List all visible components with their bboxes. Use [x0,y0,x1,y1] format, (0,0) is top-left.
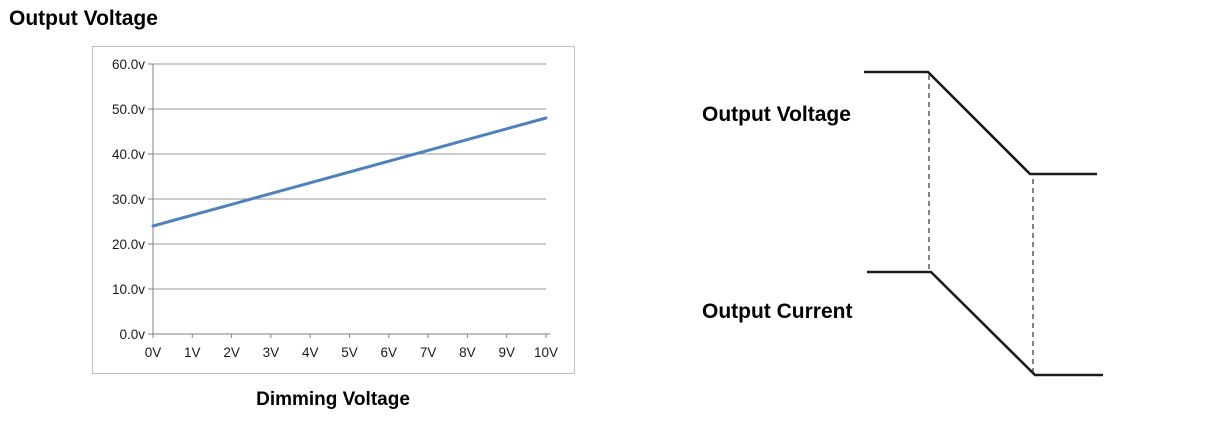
x-tick-label: 2V [223,345,240,360]
dimming-line-chart: 0.0v 10.0v 20.0v 30.0v 40.0v 50.0v 60.0v 0V 1V 2V… [92,46,575,374]
x-tick-label: 8V [459,345,476,360]
x-tick-label: 7V [420,345,437,360]
timing-diagram [690,40,1208,390]
y-tick-label: 20.0v [112,237,145,252]
y-tick-label: 0.0v [119,327,145,342]
dimming-line-chart-canvas: 0.0v 10.0v 20.0v 30.0v 40.0v 50.0v 60.0v 0V 1V 2V… [112,57,558,360]
y-tick-label: 30.0v [112,192,145,207]
x-tick-label: 9V [498,345,515,360]
series-line [151,116,548,228]
x-tick-label: 5V [341,345,358,360]
x-tick-label: 10V [534,345,558,360]
x-tick-label: 3V [263,345,280,360]
output-current-waveform [867,270,1103,377]
output-current-label: Output Current [702,300,853,323]
y-tick-label: 60.0v [112,57,145,72]
y-tick-label: 40.0v [112,147,145,162]
x-tick-label: 1V [184,345,201,360]
timing-diagram-canvas [864,70,1103,377]
y-tick-label: 10.0v [112,282,145,297]
y-tick-label: 50.0v [112,102,145,117]
output-voltage-label: Output Voltage [702,103,851,126]
x-tick-label: 6V [381,345,398,360]
x-tick-label: 4V [302,345,319,360]
x-axis-title: Dimming Voltage [256,389,410,410]
chart-title: Output Voltage [9,7,158,30]
x-tick-label: 0V [145,345,162,360]
output-voltage-waveform [864,70,1097,176]
